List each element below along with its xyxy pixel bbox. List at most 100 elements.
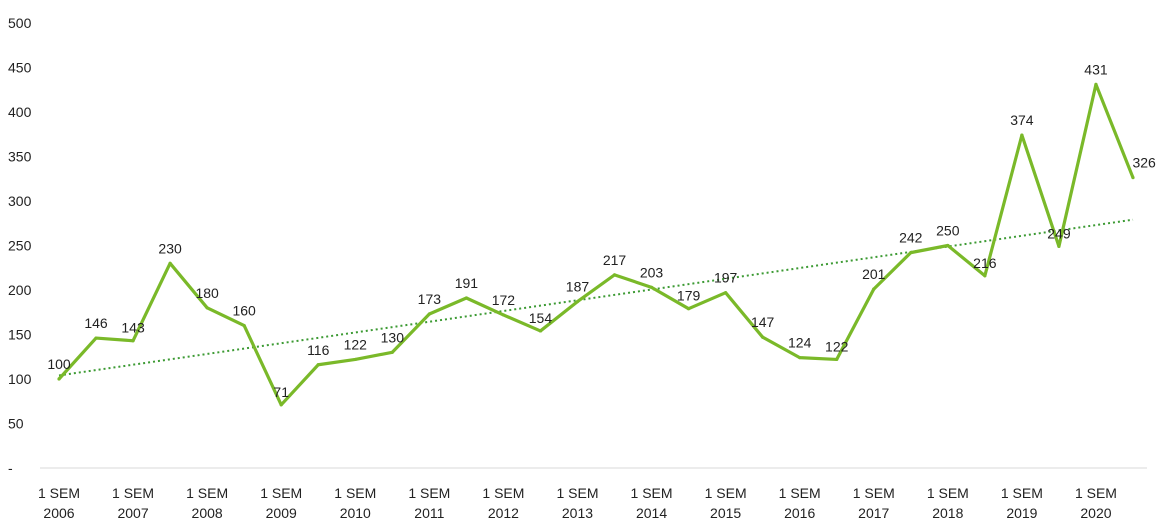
x-axis: 1 SEM 2006 1 SEM 2007 1 SEM 2008 1 SEM 2009 1 SE… — [38, 485, 1117, 521]
data-label: 374 — [1010, 112, 1034, 128]
data-point — [1057, 244, 1061, 248]
data-point — [872, 287, 876, 291]
data-label: 130 — [381, 329, 405, 345]
x-tick-label: 1 SEM — [112, 485, 154, 501]
x-tick-label-year: 2019 — [1006, 505, 1037, 521]
y-tick-label: 300 — [8, 193, 32, 209]
data-point — [131, 339, 135, 343]
data-point — [909, 251, 913, 255]
data-label: 197 — [714, 270, 738, 286]
x-tick-label-year: 2013 — [562, 505, 593, 521]
data-point — [94, 336, 98, 340]
x-tick-label: 1 SEM — [482, 485, 524, 501]
x-tick-label: 1 SEM — [631, 485, 673, 501]
data-label: 216 — [973, 255, 997, 271]
data-point — [353, 357, 357, 362]
x-tick-label: 1 SEM — [1075, 485, 1117, 501]
data-label: 146 — [84, 315, 108, 331]
data-point — [761, 335, 765, 339]
x-tick-label: 1 SEM — [556, 485, 598, 501]
data-label: 116 — [307, 342, 330, 358]
data-point — [724, 291, 728, 295]
data-point — [649, 285, 654, 289]
x-tick-label-year: 2006 — [43, 505, 74, 521]
data-label: 179 — [677, 288, 701, 304]
data-point — [390, 350, 394, 354]
data-label: 100 — [47, 356, 71, 372]
data-labels: 100 146 143 230 180 160 71 116 122 130 173 191 172 15… — [47, 61, 1157, 399]
x-tick-label: 1 SEM — [186, 485, 228, 501]
y-tick-label: 400 — [8, 104, 32, 120]
y-tick-label: - — [8, 460, 13, 476]
data-label: 143 — [121, 320, 145, 336]
data-point — [427, 312, 431, 316]
x-tick-label: 1 SEM — [705, 485, 747, 501]
x-tick-label-year: 2014 — [636, 505, 667, 521]
x-tick-label-year: 2010 — [340, 505, 371, 521]
data-label: 160 — [232, 303, 256, 319]
trendline — [58, 218, 1134, 377]
data-label: 217 — [603, 252, 627, 268]
data-point — [538, 329, 543, 333]
y-tick-label: 200 — [8, 282, 32, 298]
data-label: 71 — [273, 384, 289, 400]
y-tick-label: 250 — [8, 238, 32, 254]
data-label: 122 — [825, 338, 849, 354]
y-tick-label: 500 — [8, 15, 32, 31]
data-point — [835, 357, 839, 362]
data-label: 250 — [936, 223, 960, 239]
x-tick-label: 1 SEM — [1001, 485, 1043, 501]
data-label: 242 — [899, 230, 923, 246]
data-point — [946, 243, 950, 248]
data-label: 124 — [788, 335, 812, 351]
data-label: 203 — [640, 264, 664, 280]
data-label: 187 — [566, 279, 590, 295]
x-tick-label-year: 2018 — [932, 505, 963, 521]
data-point — [316, 363, 320, 367]
x-tick-label: 1 SEM — [260, 485, 302, 501]
data-point — [983, 274, 987, 278]
data-label: 230 — [158, 240, 182, 256]
x-tick-label: 1 SEM — [408, 485, 450, 501]
data-point — [1094, 82, 1098, 87]
y-tick-label: 150 — [8, 327, 32, 343]
series-line — [57, 82, 1135, 407]
x-tick-label-year: 2008 — [192, 505, 223, 521]
x-tick-label-year: 2017 — [858, 505, 889, 521]
data-point — [168, 261, 172, 265]
x-tick-label: 1 SEM — [334, 485, 376, 501]
data-label: 249 — [1047, 225, 1071, 241]
data-label: 431 — [1084, 61, 1108, 77]
data-label: 191 — [455, 275, 479, 291]
data-label: 172 — [492, 292, 516, 308]
x-tick-label-year: 2012 — [488, 505, 519, 521]
data-point — [501, 313, 506, 317]
x-tick-label: 1 SEM — [779, 485, 821, 501]
data-point — [612, 273, 617, 277]
data-point — [57, 377, 61, 381]
x-tick-label: 1 SEM — [853, 485, 895, 501]
data-point — [1020, 133, 1024, 137]
data-label: 173 — [418, 291, 442, 307]
y-tick-label: 350 — [8, 149, 32, 165]
x-tick-label-year: 2020 — [1080, 505, 1111, 521]
y-axis: - 50 100 150 200 250 300 350 400 450 500 — [8, 15, 32, 476]
y-tick-label: 450 — [8, 60, 32, 76]
data-label: 180 — [195, 285, 219, 301]
data-point — [242, 324, 246, 328]
y-tick-label: 100 — [8, 371, 32, 387]
data-point — [1131, 176, 1135, 180]
data-label: 201 — [862, 266, 886, 282]
x-tick-label-year: 2015 — [710, 505, 741, 521]
x-tick-label: 1 SEM — [927, 485, 969, 501]
x-tick-label-year: 2007 — [117, 505, 148, 521]
x-tick-label-year: 2009 — [266, 505, 297, 521]
data-point — [279, 403, 283, 407]
data-point — [464, 296, 468, 300]
x-tick-label: 1 SEM — [38, 485, 80, 501]
data-point — [205, 306, 209, 310]
data-label: 147 — [751, 314, 775, 330]
x-tick-label-year: 2016 — [784, 505, 815, 521]
y-tick-label: 50 — [8, 416, 24, 432]
